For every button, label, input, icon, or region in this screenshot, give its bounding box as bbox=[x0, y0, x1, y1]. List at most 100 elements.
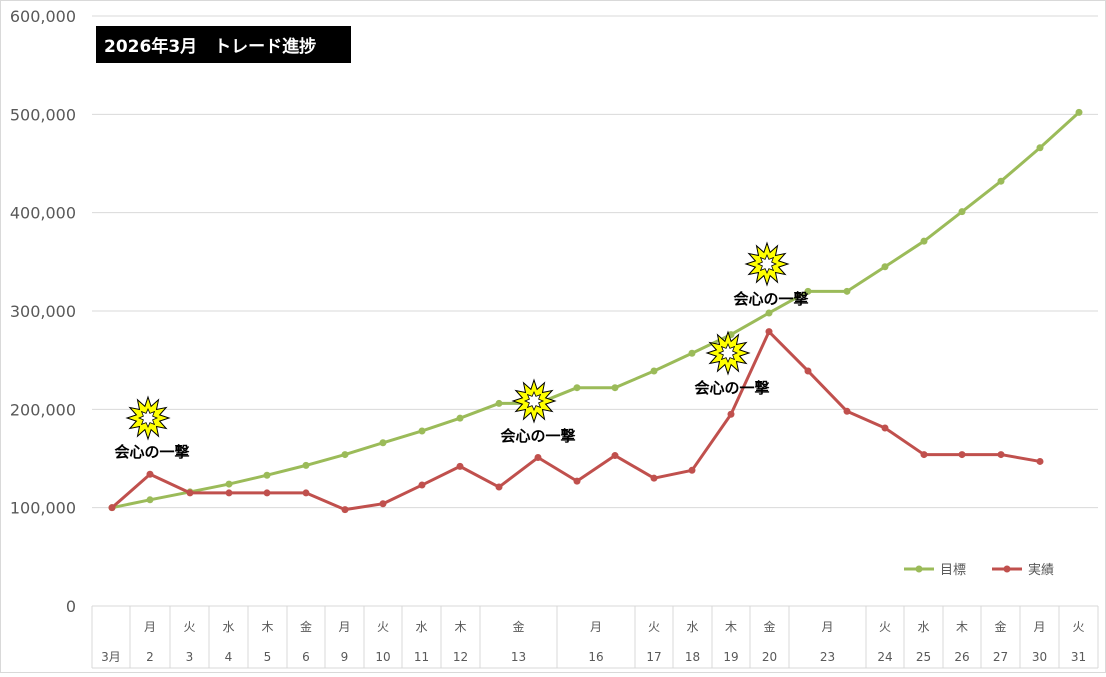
data-point-実績 bbox=[688, 466, 696, 474]
x-tick-weekday: 木 bbox=[956, 620, 968, 634]
data-point-目標 bbox=[920, 237, 928, 245]
x-tick-weekday: 月 bbox=[338, 620, 350, 634]
annotation-label: 会心の一撃 bbox=[694, 379, 769, 397]
x-tick-date: 16 bbox=[588, 650, 603, 664]
data-point-実績 bbox=[573, 477, 581, 485]
y-tick-label: 300,000 bbox=[10, 302, 76, 321]
x-tick-date: 3 bbox=[186, 650, 194, 664]
data-point-実績 bbox=[765, 328, 773, 336]
explosion-icon-core bbox=[717, 342, 739, 364]
data-point-実績 bbox=[418, 481, 426, 489]
data-point-目標 bbox=[379, 439, 387, 447]
x-tick-date: 17 bbox=[646, 650, 661, 664]
data-point-実績 bbox=[456, 462, 464, 470]
x-tick-date: 23 bbox=[820, 650, 835, 664]
chart-title: 2026年3月 トレード進捗 bbox=[96, 26, 351, 63]
x-tick-date: 31 bbox=[1071, 650, 1086, 664]
data-point-実績 bbox=[727, 410, 735, 418]
x-tick-date: 18 bbox=[685, 650, 700, 664]
explosion-icon-core bbox=[756, 253, 778, 275]
x-tick-weekday: 月 bbox=[144, 620, 156, 634]
data-point-目標 bbox=[688, 349, 696, 357]
data-point-目標 bbox=[573, 384, 581, 392]
data-point-目標 bbox=[341, 451, 349, 459]
x-tick-weekday: 水 bbox=[415, 620, 427, 634]
x-tick-weekday: 水 bbox=[222, 620, 234, 634]
data-point-実績 bbox=[881, 424, 889, 432]
x-tick-weekday: 金 bbox=[512, 619, 524, 634]
y-tick-label: 0 bbox=[66, 597, 76, 616]
x-tick-date: 10 bbox=[375, 650, 390, 664]
x-tick-weekday: 金 bbox=[763, 619, 775, 634]
x-tick-date: 19 bbox=[723, 650, 738, 664]
x-tick-weekday: 火 bbox=[879, 620, 891, 634]
x-tick-weekday: 火 bbox=[648, 620, 660, 634]
x-tick-weekday: 火 bbox=[1072, 620, 1084, 634]
x-tick-date: 6 bbox=[302, 650, 310, 664]
annotation-label: 会心の一撃 bbox=[500, 427, 575, 445]
data-point-目標 bbox=[881, 263, 889, 271]
x-tick-weekday: 木 bbox=[261, 620, 273, 634]
x-tick-date: 26 bbox=[954, 650, 969, 664]
x-tick-date: 27 bbox=[993, 650, 1008, 664]
data-point-目標 bbox=[804, 287, 812, 295]
legend-marker-目標 bbox=[915, 565, 923, 573]
title-background bbox=[96, 26, 351, 63]
data-point-実績 bbox=[341, 506, 349, 514]
x-tick-date: 2 bbox=[146, 650, 154, 664]
data-point-目標 bbox=[146, 496, 154, 504]
data-point-実績 bbox=[997, 451, 1005, 459]
data-point-実績 bbox=[920, 451, 928, 459]
x-tick-date: 20 bbox=[762, 650, 777, 664]
x-tick-weekday: 水 bbox=[917, 620, 929, 634]
data-point-実績 bbox=[958, 451, 966, 459]
x-tick-date: 3月 bbox=[101, 650, 121, 664]
title-text: 2026年3月 トレード進捗 bbox=[104, 36, 316, 57]
x-tick-weekday: 木 bbox=[454, 620, 466, 634]
data-point-実績 bbox=[302, 489, 310, 497]
annotation-label: 会心の一撃 bbox=[733, 290, 808, 308]
legend-marker-実績 bbox=[1003, 565, 1011, 573]
x-tick-date: 12 bbox=[453, 650, 468, 664]
x-tick-weekday: 火 bbox=[183, 620, 195, 634]
y-tick-label: 100,000 bbox=[10, 499, 76, 518]
legend-label: 実績 bbox=[1028, 562, 1054, 578]
series-group bbox=[108, 108, 1083, 514]
x-tick-date: 24 bbox=[877, 650, 892, 664]
y-axis: 600,000 500,000 400,000 300,000 200,000 100,0… bbox=[10, 7, 76, 616]
data-point-実績 bbox=[495, 483, 503, 491]
x-tick-weekday: 木 bbox=[725, 620, 737, 634]
data-point-目標 bbox=[1075, 108, 1083, 116]
x-tick-weekday: 水 bbox=[686, 620, 698, 634]
data-point-実績 bbox=[146, 470, 154, 478]
x-tick-date: 9 bbox=[341, 650, 349, 664]
data-point-目標 bbox=[456, 414, 464, 422]
data-point-目標 bbox=[302, 461, 310, 469]
x-tick-weekday: 月 bbox=[1033, 620, 1045, 634]
data-point-目標 bbox=[495, 399, 503, 407]
data-point-目標 bbox=[611, 384, 619, 392]
x-tick-date: 25 bbox=[916, 650, 931, 664]
x-tick-weekday: 火 bbox=[377, 620, 389, 634]
y-tick-label: 500,000 bbox=[10, 105, 76, 124]
data-point-実績 bbox=[804, 367, 812, 375]
data-point-実績 bbox=[611, 452, 619, 460]
data-point-実績 bbox=[108, 504, 116, 512]
data-point-目標 bbox=[1036, 144, 1044, 152]
explosion-icon-core bbox=[523, 390, 545, 412]
data-point-目標 bbox=[650, 367, 658, 375]
y-tick-label: 600,000 bbox=[10, 7, 76, 26]
x-tick-weekday: 月 bbox=[590, 620, 602, 634]
data-point-目標 bbox=[765, 309, 773, 317]
x-tick-weekday: 金 bbox=[300, 619, 312, 634]
explosion-icon-core bbox=[137, 407, 159, 429]
data-point-実績 bbox=[225, 489, 233, 497]
data-point-目標 bbox=[225, 480, 233, 488]
data-point-目標 bbox=[997, 177, 1005, 185]
data-point-実績 bbox=[186, 489, 194, 497]
legend: 目標 実績 bbox=[904, 562, 1054, 578]
